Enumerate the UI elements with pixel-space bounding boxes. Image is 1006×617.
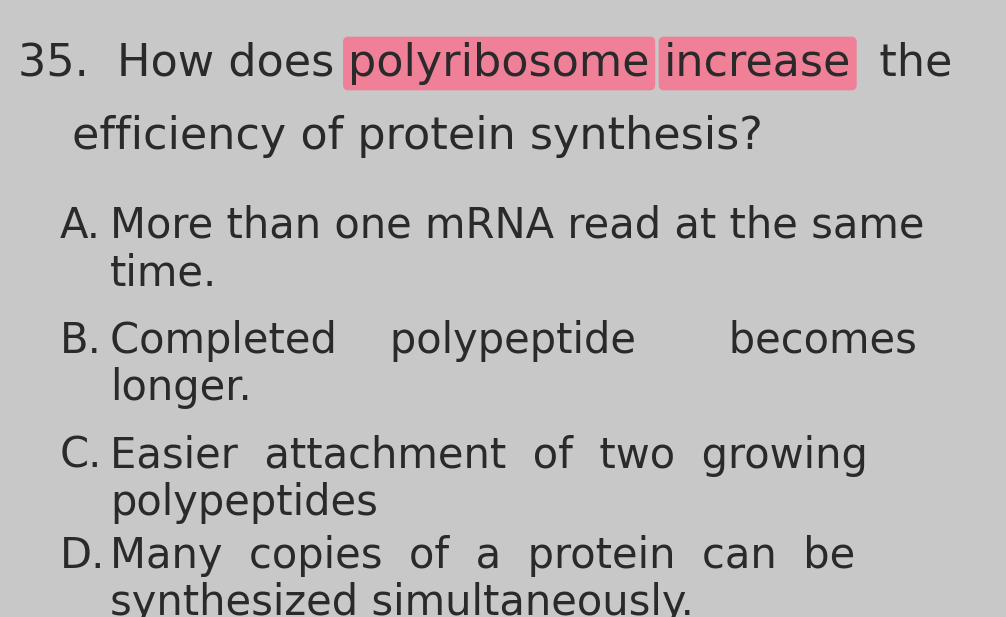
Text: efficiency of protein synthesis?: efficiency of protein synthesis? — [72, 115, 763, 158]
Text: B.: B. — [60, 320, 102, 362]
Text: polyribosome: polyribosome — [348, 42, 650, 85]
Text: time.: time. — [110, 252, 217, 294]
Text: Easier  attachment  of  two  growing: Easier attachment of two growing — [110, 435, 868, 477]
Text: 35.  How does: 35. How does — [18, 42, 348, 85]
Text: More than one mRNA read at the same: More than one mRNA read at the same — [110, 205, 925, 247]
Text: synthesized simultaneously.: synthesized simultaneously. — [110, 582, 694, 617]
Text: D.: D. — [60, 535, 106, 577]
Text: increase: increase — [664, 42, 851, 85]
Text: the: the — [851, 42, 953, 85]
Text: Many  copies  of  a  protein  can  be: Many copies of a protein can be — [110, 535, 855, 577]
Text: longer.: longer. — [110, 367, 252, 409]
Text: C.: C. — [60, 435, 103, 477]
Text: polypeptides: polypeptides — [110, 482, 378, 524]
Text: A.: A. — [60, 205, 101, 247]
Text: Completed    polypeptide       becomes: Completed polypeptide becomes — [110, 320, 916, 362]
